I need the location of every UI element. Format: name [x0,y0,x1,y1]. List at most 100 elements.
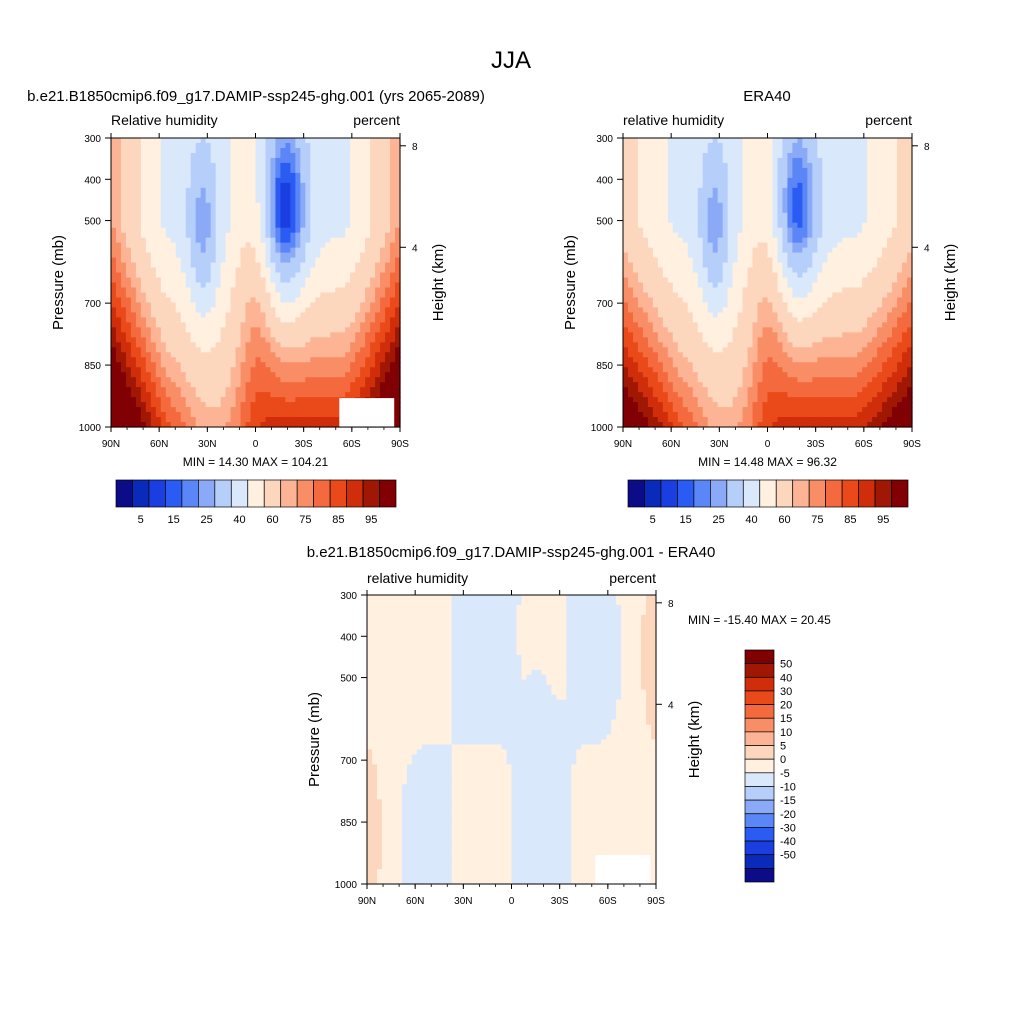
contour-cell [280,227,286,234]
contour-cell [340,357,346,363]
contour-cell [270,362,277,368]
contour-cell [717,217,724,224]
contour-cell [111,342,117,348]
contour-cell [260,222,267,229]
contour-cell [235,227,242,234]
contour-cell [190,202,197,209]
contour-cell [255,407,262,413]
contour-cell [692,202,699,209]
contour-cell [350,332,356,338]
contour-cell [632,262,639,269]
contour-cell [375,242,381,249]
contour-cell [200,217,207,224]
contour-cell [360,302,366,309]
contour-cell [245,342,252,348]
contour-cell [205,177,212,184]
contour-cell [195,138,202,144]
contour-cell [111,412,117,418]
contour-cell [150,267,157,274]
contour-cell [632,237,639,244]
contour-cell [667,292,674,299]
contour-cell [285,167,291,174]
contour-cell [230,277,237,284]
contour-cell [265,422,272,428]
contour-cell [185,227,192,234]
contour-cell [657,292,664,299]
missing-data-area [339,398,395,427]
contour-cell [647,412,654,418]
contour-cell [245,187,252,194]
contour-cell [210,257,217,264]
contour-cell [290,177,296,184]
contour-cell [662,372,669,378]
contour-cell [210,377,217,383]
contour-cell [627,142,634,149]
contour-cell [135,422,142,428]
contour-cell [200,322,207,328]
contour-cell [717,277,724,284]
contour-cell [155,322,162,328]
contour-cell [360,147,366,154]
contour-cell [315,402,321,408]
contour-cell [150,287,157,294]
contour-cell [260,327,267,333]
contour-cell [692,362,699,368]
contour-cell [687,357,694,363]
contour-cell [195,407,202,413]
contour-cell [727,207,734,214]
contour-cell [285,417,291,423]
contour-cell [310,287,316,294]
contour-cell [130,202,137,209]
contour-cell [295,297,301,304]
contour-cell [677,182,684,189]
contour-cell [657,242,664,249]
contour-cell [742,347,749,353]
contour-cell [240,222,247,229]
contour-cell [185,377,192,383]
contour-cell [225,162,232,169]
contour-cell [160,347,167,353]
contour-cell [325,362,331,368]
contour-cell [672,222,679,229]
contour-cell [717,417,724,423]
contour-cell [160,202,167,209]
contour-cell [345,272,351,279]
contour-cell [300,332,306,338]
contour-cell [240,217,247,224]
contour-cell [200,332,207,338]
contour-cell [255,337,262,343]
contour-cell [135,242,142,249]
contour-cell [390,207,396,214]
contour-cell [350,182,356,189]
contour-cell [155,272,162,279]
contour-cell [255,192,262,199]
contour-cell [190,352,197,358]
contour-cell [627,227,634,234]
contour-cell [320,237,326,244]
contour-cell [220,317,227,323]
contour-cell [375,317,381,323]
contour-cell [285,392,291,398]
contour-cell [632,297,639,304]
contour-cell [727,407,734,413]
contour-cell [662,377,669,383]
contour-cell [180,267,187,274]
contour-cell [135,282,142,289]
contour-cell [260,207,267,214]
contour-cell [265,167,272,174]
contour-cell [335,417,341,423]
contour-cell [150,412,157,418]
contour-cell [355,342,361,348]
contour-cell [752,182,759,189]
contour-cell [235,167,242,174]
contour-cell [270,257,277,264]
contour-cell [230,197,237,204]
contour-cell [140,207,147,214]
contour-cell [747,382,754,388]
contour-cell [255,157,262,164]
contour-cell [260,242,267,249]
contour-cell [697,337,704,343]
contour-cell [702,247,709,254]
contour-cell [642,307,649,313]
contour-cell [205,182,212,189]
